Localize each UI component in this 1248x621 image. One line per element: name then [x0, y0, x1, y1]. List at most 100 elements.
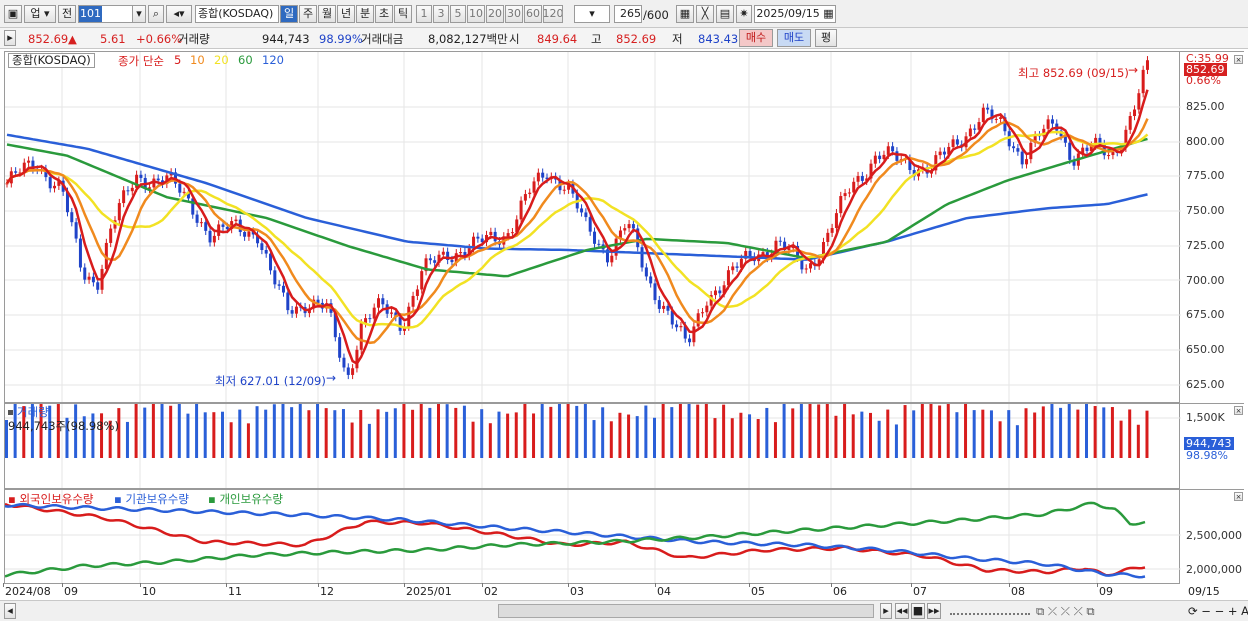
market-select[interactable]: 업 ▾ — [24, 5, 56, 23]
number-button-1[interactable]: 1 — [416, 5, 432, 23]
up-arrow-icon: ▲ — [68, 32, 77, 46]
candle-body — [670, 310, 674, 325]
candle-body — [891, 146, 895, 152]
candle-body — [856, 176, 860, 182]
price-close-icon[interactable]: × — [1234, 55, 1243, 64]
period-tab-6[interactable]: 틱 — [394, 5, 412, 23]
price-chart[interactable] — [5, 52, 1181, 402]
x-tick-mark — [831, 583, 832, 587]
ma-legend-5: 5 — [174, 53, 182, 67]
speaker-icon[interactable]: ◂▾ — [166, 5, 192, 23]
number-button-60[interactable]: 60 — [524, 5, 542, 23]
number-button-5[interactable]: 5 — [450, 5, 466, 23]
candle-body — [459, 252, 463, 254]
sell-button[interactable]: 매도 — [777, 29, 811, 47]
volume-label: 거래량 — [178, 32, 210, 46]
candle-body — [1098, 137, 1102, 144]
scroll-right-icon[interactable]: ▸ — [880, 603, 892, 619]
candle-body — [1094, 137, 1098, 146]
candle-body — [584, 212, 588, 218]
volume-bar — [1136, 424, 1140, 458]
volume-bar — [117, 408, 121, 458]
code-dropdown-icon[interactable]: ▾ — [132, 5, 146, 23]
volume-bar — [212, 412, 216, 458]
candle-body — [18, 172, 22, 174]
candle-body — [506, 233, 510, 237]
market-label: 업 — [30, 7, 41, 20]
number-button-3[interactable]: 3 — [433, 5, 449, 23]
candle-body — [761, 252, 765, 255]
price-tick: 650.00 — [1186, 342, 1225, 356]
x-axis-end: 09/15 — [1188, 585, 1220, 598]
holdings-panel[interactable] — [4, 489, 1180, 584]
tool-icons[interactable]: ⧉ ⤫ ⤫ ⤫ ⧉ — [1036, 604, 1095, 618]
volume-bar — [765, 407, 769, 458]
crosshair-icon[interactable]: ╳ — [696, 5, 714, 23]
x-label: 09 — [1099, 585, 1113, 598]
candle-body — [428, 258, 432, 261]
volume-bar — [402, 404, 406, 458]
candle-body — [463, 252, 467, 257]
prev-button[interactable]: 전 — [58, 5, 76, 23]
volume-bar — [791, 408, 795, 458]
stop-icon[interactable]: ■ — [911, 603, 925, 619]
volume-bar — [739, 412, 743, 458]
period-tab-4[interactable]: 분 — [356, 5, 374, 23]
holdings-close-icon[interactable]: × — [1234, 492, 1243, 501]
holdings-chart[interactable] — [5, 490, 1181, 583]
forward-icon[interactable]: ▸▸ — [927, 603, 941, 619]
scroll-left-icon[interactable]: ◂ — [4, 603, 16, 619]
number-button-10[interactable]: 10 — [467, 5, 485, 23]
volume-bar — [229, 422, 233, 458]
ma-legend-60: 60 — [238, 53, 253, 67]
candle-body — [519, 200, 523, 220]
expand-icon[interactable]: ▸ — [4, 30, 16, 46]
candle-body — [744, 251, 748, 259]
candle-body — [532, 181, 536, 193]
candle-body — [195, 214, 199, 223]
chart-tool-icon[interactable]: ▦ — [676, 5, 694, 23]
save-icon[interactable]: ▤ — [716, 5, 734, 23]
candle-body — [1111, 152, 1115, 156]
candle-body — [411, 295, 415, 307]
volume-bar — [91, 413, 95, 458]
change-value: 5.61 — [100, 32, 126, 46]
volume-bar — [125, 421, 129, 458]
candle-body — [476, 236, 480, 239]
date-input[interactable]: 2025/09/15 ▦ — [754, 5, 836, 23]
volume-chart[interactable] — [5, 404, 1181, 488]
layout-icon[interactable]: ▣ — [4, 5, 22, 23]
volume-bar — [307, 410, 311, 458]
volume-close-icon[interactable]: × — [1234, 406, 1243, 415]
period-tab-1[interactable]: 주 — [299, 5, 317, 23]
number-button-20[interactable]: 20 — [486, 5, 504, 23]
candle-body — [230, 221, 234, 230]
rewind-icon[interactable]: ◂◂ — [895, 603, 909, 619]
number-button-30[interactable]: 30 — [505, 5, 523, 23]
option-dropdown[interactable]: ▾ — [574, 5, 610, 23]
buy-button[interactable]: 매수 — [739, 29, 773, 47]
zoom-buttons[interactable]: ⟳ − − + A — [1188, 604, 1248, 618]
gear-icon[interactable]: ✷ — [736, 5, 752, 23]
volume-bar — [411, 409, 415, 458]
period-tab-3[interactable]: 년 — [337, 5, 355, 23]
search-icon[interactable]: ⌕ — [148, 5, 164, 23]
candle-body — [22, 162, 26, 173]
candle-body — [243, 232, 247, 237]
period-tab-0[interactable]: 일 — [280, 5, 298, 23]
count-input[interactable]: 265 — [614, 5, 642, 23]
number-button-120[interactable]: 120 — [543, 5, 563, 23]
period-tab-2[interactable]: 월 — [318, 5, 336, 23]
flat-button[interactable]: 평 — [815, 29, 837, 47]
volume-bar — [843, 404, 847, 458]
zoom-slider[interactable] — [950, 607, 1030, 615]
candle-body — [186, 191, 190, 199]
volume-bar — [756, 419, 760, 458]
scrollbar-thumb[interactable] — [498, 604, 874, 618]
code-input[interactable]: 101 — [78, 5, 146, 23]
volume-bar — [48, 405, 52, 458]
x-tick-mark — [749, 583, 750, 587]
candle-body — [1089, 145, 1093, 152]
period-tab-5[interactable]: 초 — [375, 5, 393, 23]
volume-bar — [5, 420, 8, 458]
